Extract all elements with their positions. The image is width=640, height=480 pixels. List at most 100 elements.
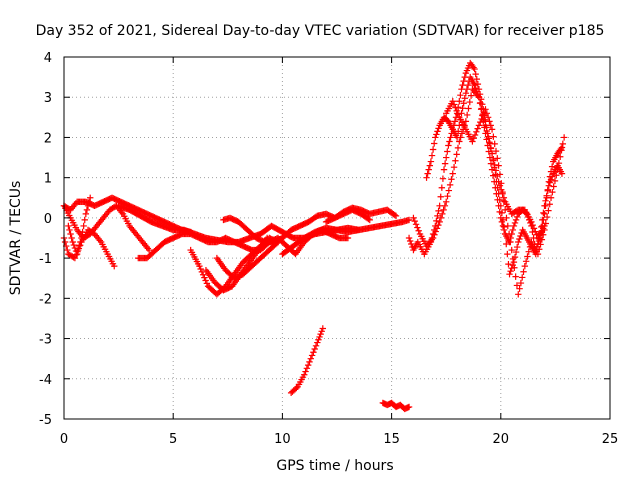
data-point: [432, 134, 439, 141]
data-point: [497, 214, 504, 222]
data-point: [461, 73, 468, 81]
data-point: [433, 217, 440, 225]
data-point: [446, 138, 453, 145]
data-point: [474, 80, 482, 88]
data-point: [460, 100, 467, 107]
data-point: [508, 246, 515, 254]
data-point: [483, 127, 491, 135]
data-point: [293, 384, 300, 392]
data-point: [425, 166, 432, 173]
data-point: [463, 111, 471, 119]
data-point: [406, 237, 414, 245]
data-point: [73, 250, 81, 258]
data-point: [435, 125, 442, 132]
data-point: [545, 178, 553, 185]
data-point: [547, 168, 555, 175]
y-tick-label: 0: [44, 212, 52, 227]
data-point: [503, 214, 510, 222]
data-point: [558, 147, 565, 154]
y-axis-label: SDTVAR / TECUs: [8, 181, 24, 296]
data-point: [543, 213, 551, 221]
data-point: [495, 178, 502, 185]
data-point: [301, 371, 308, 378]
data-point: [541, 222, 548, 230]
data-point: [515, 238, 522, 246]
data-point: [467, 92, 475, 99]
data-point: [535, 237, 543, 245]
data-point: [460, 126, 467, 133]
y-tick-label: 2: [44, 131, 52, 146]
data-point: [546, 201, 553, 208]
data-point: [414, 224, 421, 231]
data-point: [464, 81, 472, 89]
data-point: [78, 234, 85, 242]
data-point: [507, 238, 514, 246]
y-tick-label: 4: [44, 51, 52, 66]
data-point: [470, 135, 477, 142]
data-point: [319, 325, 327, 332]
data-point: [534, 250, 542, 258]
data-point: [450, 164, 458, 171]
data-point: [503, 240, 510, 248]
data-point: [536, 246, 543, 253]
series-low-segment: [287, 325, 327, 397]
data-point: [529, 221, 536, 229]
data-point: [492, 184, 499, 191]
data-point: [443, 198, 450, 205]
series-late-d: [410, 85, 548, 250]
data-point: [516, 235, 523, 243]
data-point: [525, 248, 532, 255]
data-point: [475, 122, 483, 129]
data-point: [494, 155, 501, 162]
data-point: [391, 211, 398, 219]
data-point: [485, 148, 492, 155]
data-point: [554, 166, 561, 173]
data-point: [483, 136, 490, 143]
data-point: [516, 285, 523, 292]
data-point: [84, 202, 92, 210]
data-point: [483, 110, 491, 117]
y-tick-label: -1: [39, 252, 52, 267]
data-point: [199, 271, 207, 278]
data-point: [542, 202, 549, 210]
data-point: [457, 134, 464, 141]
data-point: [512, 248, 520, 256]
data-point: [517, 279, 525, 287]
data-point: [77, 238, 84, 246]
data-point: [491, 161, 498, 168]
data-point: [83, 206, 91, 214]
data-point: [439, 175, 447, 182]
data-point: [458, 130, 466, 137]
data-point: [471, 131, 479, 139]
data-point: [488, 166, 496, 173]
data-point: [201, 274, 208, 281]
data-point: [510, 258, 518, 266]
data-point: [429, 234, 437, 242]
data-point: [481, 116, 488, 123]
series-late-c: [443, 98, 568, 298]
data-point: [312, 342, 320, 349]
series-dip-c: [213, 238, 282, 282]
data-point: [81, 216, 88, 224]
data-point: [517, 232, 524, 240]
data-point: [70, 241, 78, 249]
data-point: [458, 110, 465, 117]
data-point: [490, 155, 497, 163]
data-point: [80, 222, 87, 230]
data-point: [495, 202, 502, 210]
y-tick-label: 1: [44, 172, 52, 187]
data-point: [549, 188, 556, 196]
data-point: [457, 92, 464, 99]
data-point: [545, 207, 552, 214]
data-point: [415, 227, 422, 234]
data-point: [445, 187, 453, 194]
data-point: [484, 133, 492, 140]
data-point: [431, 231, 438, 238]
data-point: [304, 361, 312, 369]
data-point: [273, 239, 280, 247]
data-point: [555, 159, 563, 167]
data-point: [482, 106, 489, 113]
data-point: [548, 163, 556, 170]
data-point: [454, 144, 462, 152]
data-point: [558, 170, 566, 177]
